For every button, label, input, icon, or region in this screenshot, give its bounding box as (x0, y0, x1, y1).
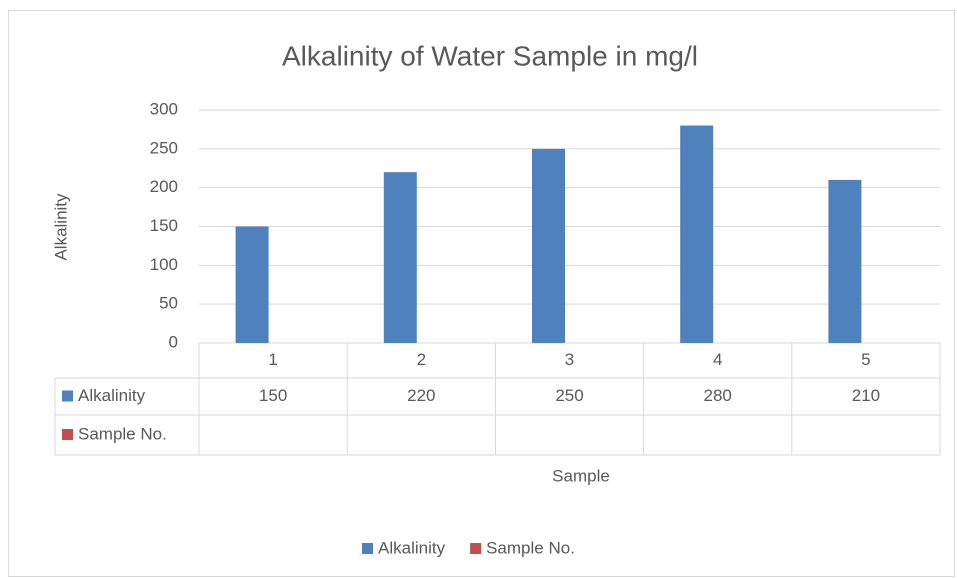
legend-key (362, 543, 373, 554)
y-tick-label: 100 (150, 255, 178, 274)
table-legend-key (62, 429, 73, 440)
y-tick-label: 200 (150, 177, 178, 196)
table-value: 150 (259, 386, 287, 405)
y-tick-label: 0 (169, 332, 178, 351)
bar (532, 148, 565, 343)
x-tick-label: 3 (565, 350, 574, 369)
table-value: 280 (704, 386, 732, 405)
x-tick-label: 2 (417, 350, 426, 369)
y-tick-label: 250 (150, 138, 178, 157)
bar (383, 172, 417, 343)
chart-title: Alkalinity of Water Sample in mg/l (282, 40, 698, 71)
x-tick-label: 5 (861, 350, 870, 369)
bar (680, 125, 714, 344)
table-series-label: Alkalinity (78, 386, 146, 405)
x-tick-label: 1 (268, 350, 277, 369)
table-value: 220 (407, 386, 435, 405)
chart-border (8, 10, 955, 577)
legend-label: Sample No. (486, 538, 575, 557)
table-value: 250 (555, 386, 583, 405)
bar (828, 179, 862, 343)
y-tick-label: 150 (150, 216, 178, 235)
table-series-label: Sample No. (78, 424, 167, 443)
x-tick-label: 4 (713, 350, 722, 369)
y-axis-title: Alkalinity (51, 193, 70, 261)
y-tick-label: 300 (150, 99, 178, 118)
legend-key (470, 543, 482, 554)
x-axis-title: Sample (552, 466, 610, 485)
table-legend-key (62, 390, 73, 402)
y-tick-label: 50 (159, 294, 178, 313)
table-value: 210 (852, 386, 880, 405)
legend-label: Alkalinity (378, 538, 446, 557)
bar (235, 226, 269, 343)
